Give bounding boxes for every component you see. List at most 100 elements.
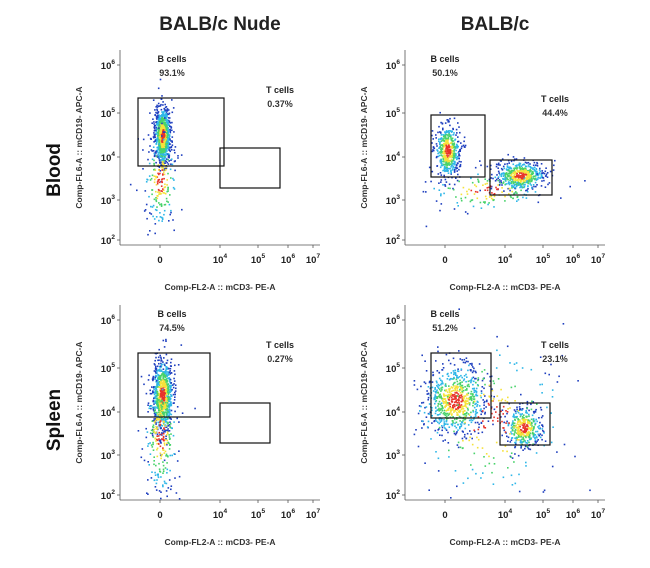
data-point bbox=[167, 371, 169, 373]
data-point bbox=[161, 149, 163, 151]
data-point bbox=[161, 117, 164, 119]
data-point bbox=[538, 427, 540, 430]
data-point bbox=[523, 424, 525, 427]
data-point bbox=[476, 403, 479, 406]
y-tick-label: 105 bbox=[101, 107, 116, 120]
data-point bbox=[443, 419, 445, 421]
data-point bbox=[439, 159, 442, 162]
data-point bbox=[163, 407, 165, 409]
data-point bbox=[532, 177, 535, 180]
data-point bbox=[482, 184, 484, 186]
x-tick-label: 107 bbox=[591, 508, 606, 521]
data-point bbox=[165, 418, 167, 421]
data-point bbox=[165, 414, 168, 416]
data-point bbox=[520, 189, 522, 192]
data-point bbox=[431, 170, 434, 173]
data-point bbox=[492, 423, 494, 426]
data-point bbox=[448, 133, 450, 135]
data-point bbox=[526, 171, 529, 173]
data-point bbox=[510, 452, 513, 454]
data-point bbox=[157, 164, 160, 166]
data-point bbox=[164, 385, 167, 388]
data-point bbox=[163, 442, 166, 444]
data-point bbox=[444, 154, 446, 157]
data-point bbox=[531, 172, 533, 175]
data-point bbox=[524, 172, 527, 175]
data-point bbox=[158, 169, 160, 171]
data-point bbox=[504, 445, 507, 447]
data-point bbox=[528, 173, 530, 175]
x-tick-exponent: 4 bbox=[508, 508, 512, 515]
data-point bbox=[453, 401, 456, 404]
data-point bbox=[556, 451, 558, 453]
data-point bbox=[156, 138, 158, 140]
data-point bbox=[541, 428, 544, 430]
data-point bbox=[515, 427, 518, 429]
data-point bbox=[449, 393, 452, 396]
y-tick-exponent: 4 bbox=[111, 151, 115, 158]
data-point bbox=[456, 395, 459, 397]
data-point bbox=[152, 436, 155, 438]
data-point bbox=[437, 470, 440, 472]
data-point bbox=[482, 472, 484, 474]
data-point bbox=[507, 166, 510, 169]
data-point bbox=[496, 406, 498, 408]
data-point bbox=[163, 114, 166, 116]
data-point bbox=[167, 163, 170, 165]
data-point bbox=[160, 404, 162, 406]
data-point bbox=[450, 141, 453, 144]
data-point bbox=[487, 420, 490, 422]
data-point bbox=[158, 140, 160, 142]
data-point bbox=[467, 360, 469, 363]
data-point bbox=[440, 162, 442, 164]
data-point bbox=[469, 430, 471, 432]
data-point bbox=[457, 145, 459, 148]
data-point bbox=[163, 138, 166, 140]
data-point bbox=[167, 412, 170, 414]
data-point bbox=[574, 455, 576, 458]
data-point bbox=[160, 159, 162, 161]
data-point bbox=[163, 372, 165, 375]
data-point bbox=[527, 180, 530, 183]
data-point bbox=[463, 418, 466, 421]
t-cell-gate bbox=[219, 147, 281, 189]
data-point bbox=[163, 459, 166, 462]
data-point bbox=[152, 378, 155, 380]
data-point bbox=[165, 455, 167, 457]
data-point bbox=[493, 193, 496, 195]
data-point bbox=[476, 436, 478, 439]
data-point bbox=[152, 99, 155, 101]
x-tick-exponent: 7 bbox=[316, 508, 320, 515]
data-point bbox=[165, 388, 168, 391]
data-point bbox=[500, 399, 503, 402]
data-point bbox=[161, 391, 163, 394]
data-point bbox=[445, 410, 447, 412]
data-point bbox=[544, 175, 547, 177]
data-point bbox=[474, 166, 477, 169]
data-point bbox=[510, 427, 513, 429]
data-point bbox=[154, 223, 157, 225]
data-point bbox=[167, 372, 170, 375]
data-point bbox=[501, 191, 503, 193]
data-point bbox=[450, 409, 452, 412]
data-point bbox=[441, 406, 444, 409]
data-point bbox=[455, 391, 458, 394]
data-point bbox=[164, 380, 166, 383]
data-point bbox=[454, 154, 456, 156]
data-point bbox=[170, 485, 173, 487]
data-point bbox=[514, 430, 516, 432]
data-point bbox=[480, 422, 483, 424]
data-point bbox=[501, 184, 503, 186]
data-point bbox=[156, 383, 158, 385]
data-point bbox=[518, 171, 520, 173]
data-point bbox=[163, 135, 165, 137]
data-point bbox=[158, 399, 160, 401]
data-point bbox=[145, 427, 147, 430]
data-point bbox=[476, 446, 479, 449]
data-point bbox=[502, 178, 505, 180]
data-point bbox=[160, 374, 163, 377]
data-point bbox=[156, 386, 159, 388]
data-point bbox=[543, 179, 545, 182]
data-point bbox=[518, 182, 520, 184]
